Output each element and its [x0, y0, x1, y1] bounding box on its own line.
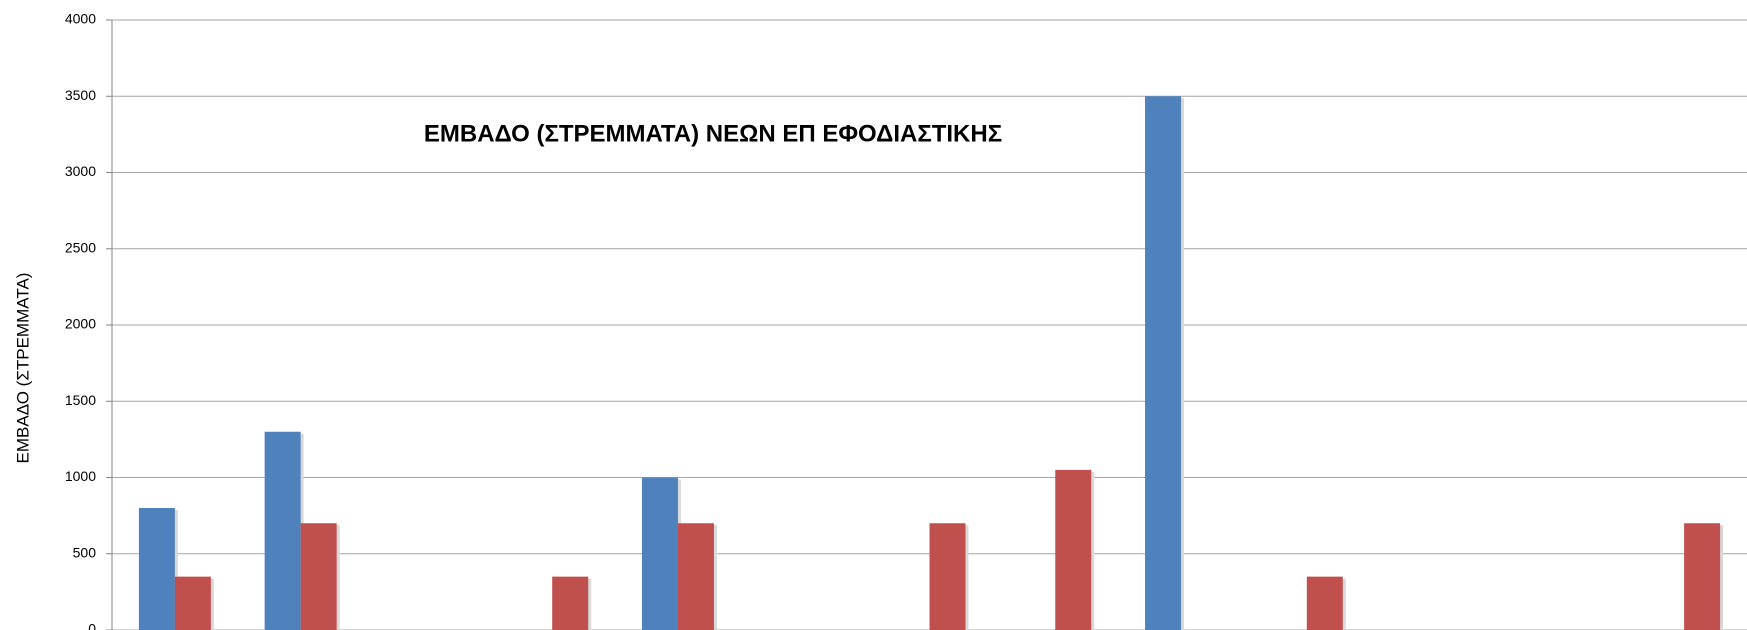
bar: [552, 576, 589, 630]
bar: [174, 576, 211, 630]
y-axis-label: ΕΜΒΑΔΟ (ΣΤΡΕΜΜΑΤΑ): [13, 273, 32, 464]
y-tick-label: 2000: [65, 316, 96, 332]
y-tick-label: 1000: [65, 468, 96, 484]
bar: [1684, 523, 1721, 630]
chart-title: ΕΜΒΑΔΟ (ΣΤΡΕΜΜΑΤΑ) ΝΕΩΝ ΕΠ ΕΦΟΔΙΑΣΤΙΚΗΣ: [424, 120, 1002, 147]
y-tick-label: 2500: [65, 239, 96, 255]
y-tick-label: 3500: [65, 87, 96, 103]
y-tick-label: 4000: [65, 11, 96, 27]
y-tick-label: 500: [73, 544, 97, 560]
bar: [641, 477, 678, 630]
y-tick-label: 1500: [65, 392, 96, 408]
bar: [929, 523, 966, 630]
bar: [300, 523, 337, 630]
y-tick-label: 3000: [65, 163, 96, 179]
bar: [677, 523, 714, 630]
y-tick-label: 0: [88, 621, 96, 630]
bar: [264, 431, 301, 630]
bar: [1055, 469, 1092, 630]
bar: [1145, 96, 1182, 630]
bar: [1306, 576, 1343, 630]
bar: [138, 508, 175, 630]
